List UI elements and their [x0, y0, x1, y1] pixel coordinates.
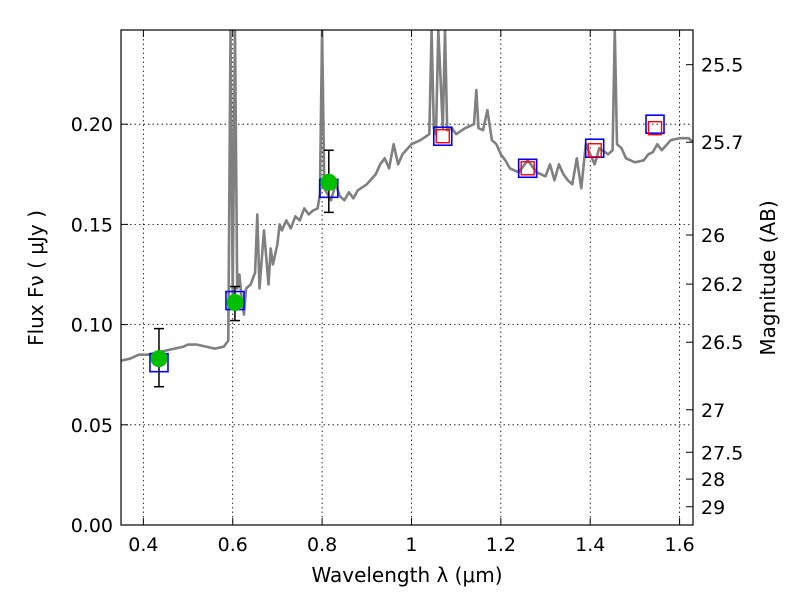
x-tick-label: 1.4: [575, 534, 605, 556]
tick-layer: 0.4 0.6 0.8 1 1.2 1.4 1.6 0.00 0.05 0.10 0.15 0.20 2…: [71, 30, 743, 556]
right-axis-title: Magnitude (AB): [756, 200, 780, 355]
model-square-red: [647, 120, 663, 136]
spectrum-layer: [121, 30, 693, 362]
right-tick-label: 25.7: [701, 132, 743, 154]
x-axis-title: Wavelength λ (μm): [311, 563, 502, 587]
marker-layer: [149, 114, 665, 388]
measured-point: [226, 294, 244, 312]
right-tick-label: 26.2: [701, 274, 743, 296]
measured-point: [320, 173, 338, 191]
y-tick-label: 0.10: [71, 315, 113, 337]
y-tick-label: 0.15: [71, 214, 113, 236]
x-tick-label: 1: [405, 534, 417, 556]
spectrum-line: [121, 30, 693, 362]
measured-point: [150, 350, 168, 368]
plot-frame: [120, 29, 694, 526]
x-tick-label: 1.6: [664, 534, 694, 556]
x-tick-label: 1.2: [486, 534, 516, 556]
grid: [121, 30, 693, 525]
model-square-red: [435, 129, 450, 144]
right-tick-label: 27.5: [701, 442, 743, 464]
right-tick-label: 25.5: [701, 55, 743, 77]
x-tick-label: 0.4: [128, 534, 158, 556]
right-tick-label: 27: [701, 400, 725, 422]
x-tick-label: 0.6: [218, 534, 248, 556]
right-tick-label: 28: [701, 469, 725, 491]
y-axis-title: Flux Fν ( μJy ): [24, 210, 48, 346]
y-tick-label: 0.20: [71, 114, 113, 136]
x-tick-label: 0.8: [307, 534, 337, 556]
right-tick-label: 29: [701, 497, 725, 519]
right-tick-label: 26.5: [701, 332, 743, 354]
y-tick-label: 0.05: [71, 415, 113, 437]
model-square-red: [520, 161, 535, 176]
model-square-blue: [432, 126, 453, 147]
model-square-blue: [645, 114, 665, 134]
right-tick-label: 26: [701, 225, 725, 247]
y-tick-label: 0.00: [71, 515, 113, 537]
model-square-red: [587, 143, 602, 158]
model-square-blue: [517, 158, 538, 179]
